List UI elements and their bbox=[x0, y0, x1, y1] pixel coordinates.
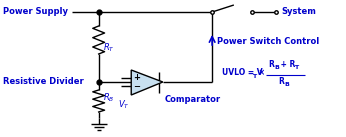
Text: $R_T$: $R_T$ bbox=[103, 42, 115, 54]
Text: $V_T$: $V_T$ bbox=[118, 99, 130, 111]
Text: Power Switch Control: Power Switch Control bbox=[217, 38, 319, 46]
Text: R: R bbox=[278, 77, 284, 86]
Text: Power Supply: Power Supply bbox=[3, 8, 68, 16]
Text: System: System bbox=[281, 8, 316, 16]
Text: B: B bbox=[274, 65, 279, 70]
Text: + R: + R bbox=[278, 60, 295, 69]
Text: T: T bbox=[294, 65, 298, 70]
Text: Resistive Divider: Resistive Divider bbox=[3, 78, 84, 86]
Text: UVLO = V: UVLO = V bbox=[222, 68, 263, 77]
Text: R: R bbox=[268, 60, 274, 69]
Text: T: T bbox=[252, 73, 256, 79]
Text: B: B bbox=[284, 82, 289, 87]
Polygon shape bbox=[131, 70, 163, 95]
Text: $R_B$: $R_B$ bbox=[103, 92, 114, 104]
Text: −: − bbox=[133, 82, 140, 91]
Text: ×: × bbox=[256, 68, 265, 77]
Text: +: + bbox=[133, 73, 140, 82]
Text: Comparator: Comparator bbox=[165, 95, 221, 105]
